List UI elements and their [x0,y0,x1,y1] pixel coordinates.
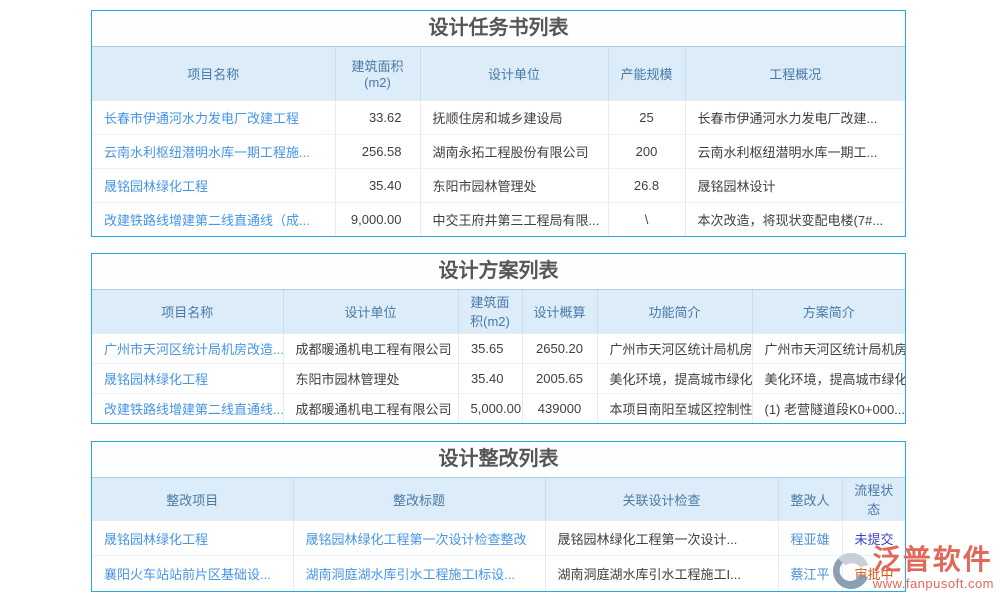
rectifier-cell: 程亚雄 [778,520,843,556]
design-budget-cell: 2005.65 [522,362,598,393]
design-unit-cell: 湖南永拓工程股份有限公司 [420,133,609,168]
project-overview-cell: 长春市伊通河水力发电厂改建... [697,110,878,126]
col-header-function-intro: 功能简介 [597,290,753,334]
col-header-design-unit: 设计单位 [283,290,459,334]
plan-intro-cell: (1) 老营隧道段K0+000... [752,392,905,423]
col-header-project-overview: 工程概况 [685,47,905,101]
table-row: 广州市天河区统计局机房改造... 成都暖通机电工程有限公司 35.65 2650… [92,333,905,363]
project-overview-cell: 晟铭园林设计 [685,167,905,202]
design-task-list-title: 设计任务书列表 [92,11,905,47]
design-rectification-table: 整改项目 整改标题 关联设计检查 整改人 流程状态 晟铭园林绿化工程 晟铭园林绿… [92,478,905,591]
col-header-building-area: 建筑面积(m2) [458,290,523,334]
design-task-table: 项目名称 建筑面积(m2) 设计单位 产能规模 工程概况 长春市伊通河水力发电厂… [92,47,905,236]
project-name-link[interactable]: 晟铭园林绿化工程 [92,167,336,202]
col-header-design-unit: 设计单位 [420,47,609,101]
design-unit-cell: 成都暖通机电工程有限公司 [283,392,459,423]
building-area-cell: 35.40 [458,362,523,393]
design-unit-cell: 中交王府井第三工程局有限... [420,201,609,236]
col-header-project-name: 项目名称 [92,47,336,101]
design-rectification-list-card: 设计整改列表 整改项目 整改标题 关联设计检查 整改人 流程状态 晟铭园林绿化工… [91,441,906,592]
related-design-check-cell: 湖南洞庭湖水库引水工程施工I... [545,555,779,591]
col-header-related-design-check: 关联设计检查 [545,478,779,521]
table-row: 晟铭园林绿化工程 东阳市园林管理处 35.40 2005.65 美化环境，提高城… [92,362,905,393]
building-area-cell: 9,000.00 [335,201,421,236]
building-area-cell: 5,000.00 [458,392,523,423]
building-area-cell: 256.58 [335,133,421,168]
design-rectification-list-title: 设计整改列表 [92,442,905,478]
rectify-project-link[interactable]: 晟铭园林绿化工程 [92,520,294,556]
plan-intro-cell: 美化环境，提高城市绿化... [752,362,905,393]
function-intro-cell: 广州市天河区统计局机房... [597,333,753,363]
design-unit-cell: 东阳市园林管理处 [283,362,459,393]
building-area-cell: 33.62 [335,100,421,134]
project-name-link[interactable]: 改建铁路线增建第二线直通线（成... [92,201,336,236]
design-plan-list-card: 设计方案列表 项目名称 设计单位 建筑面积(m2) 设计概算 功能简介 方案简介… [91,253,906,424]
project-overview-cell: 云南水利枢纽潜明水库一期工... [685,133,905,168]
related-design-check-cell: 晟铭园林绿化工程第一次设计... [545,520,779,556]
design-plan-table: 项目名称 设计单位 建筑面积(m2) 设计概算 功能简介 方案简介 广州市天河区… [92,290,905,423]
design-unit-cell: 抚顺住房和城乡建设局 [420,100,609,134]
rectifier-cell: 蔡江平 [778,555,843,591]
col-header-capacity-scale: 产能规模 [608,47,686,101]
rectify-title-link[interactable]: 湖南洞庭湖水库引水工程施工I标设... [293,555,546,591]
table-row: 改建铁路线增建第二线直通线（成... 9,000.00 中交王府井第三工程局有限… [92,201,905,236]
table-row: 晟铭园林绿化工程 35.40 东阳市园林管理处 26.8 晟铭园林设计 [92,167,905,202]
header-row: 整改项目 整改标题 关联设计检查 整改人 流程状态 [92,478,905,521]
flow-status-badge: 未提交 [854,531,894,547]
capacity-scale-cell: 26.8 [608,167,686,202]
project-name-link[interactable]: 晟铭园林绿化工程 [92,362,284,393]
col-header-flow-status: 流程状态 [842,478,905,521]
col-header-rectify-title: 整改标题 [293,478,546,521]
col-header-building-area: 建筑面积(m2) [335,47,421,101]
rectify-project-link[interactable]: 襄阳火车站站前片区基础设... [92,555,294,591]
col-header-design-budget: 设计概算 [522,290,598,334]
flow-status-badge: 审批中 [842,555,905,591]
project-overview-cell: 本次改造，将现状变配电楼(7#... [685,201,905,236]
col-header-rectify-project: 整改项目 [92,478,294,521]
project-name-link[interactable]: 长春市伊通河水力发电厂改建工程 [92,100,336,134]
rectify-title-link[interactable]: 晟铭园林绿化工程第一次设计检查整改 [293,520,546,556]
design-budget-cell: 2650.20 [522,333,598,363]
design-unit-cell: 东阳市园林管理处 [420,167,609,202]
project-name-link[interactable]: 改建铁路线增建第二线直通线... [92,392,284,423]
building-area-cell: 35.40 [335,167,421,202]
design-unit-cell: 成都暖通机电工程有限公司 [283,333,459,363]
col-header-rectifier: 整改人 [778,478,843,521]
project-name-link[interactable]: 云南水利枢纽潜明水库一期工程施... [92,133,336,168]
plan-intro-cell: 广州市天河区统计局机房... [764,341,906,357]
capacity-scale-cell: \ [608,201,686,236]
table-row: 改建铁路线增建第二线直通线... 成都暖通机电工程有限公司 5,000.00 4… [92,392,905,423]
table-row: 长春市伊通河水力发电厂改建工程 33.62 抚顺住房和城乡建设局 25 长春市伊… [92,100,905,134]
header-row: 项目名称 建筑面积(m2) 设计单位 产能规模 工程概况 [92,47,905,101]
function-intro-cell: 美化环境，提高城市绿化... [597,362,753,393]
design-budget-cell: 439000 [522,392,598,423]
building-area-cell: 35.65 [458,333,523,363]
capacity-scale-cell: 25 [608,100,686,134]
table-row: 云南水利枢纽潜明水库一期工程施... 256.58 湖南永拓工程股份有限公司 2… [92,133,905,168]
design-task-list-card: 设计任务书列表 项目名称 建筑面积(m2) 设计单位 产能规模 工程概况 长春市… [91,10,906,237]
table-row: 襄阳火车站站前片区基础设... 湖南洞庭湖水库引水工程施工I标设... 湖南洞庭… [92,555,905,591]
capacity-scale-cell: 200 [608,133,686,168]
col-header-plan-intro: 方案简介 [752,290,905,334]
project-name-link[interactable]: 广州市天河区统计局机房改造... [92,333,284,363]
table-row: 晟铭园林绿化工程 晟铭园林绿化工程第一次设计检查整改 晟铭园林绿化工程第一次设计… [92,520,905,556]
design-plan-list-title: 设计方案列表 [92,254,905,290]
header-row: 项目名称 设计单位 建筑面积(m2) 设计概算 功能简介 方案简介 [92,290,905,334]
function-intro-cell: 本项目南阳至城区控制性... [597,392,753,423]
col-header-project-name: 项目名称 [92,290,284,334]
